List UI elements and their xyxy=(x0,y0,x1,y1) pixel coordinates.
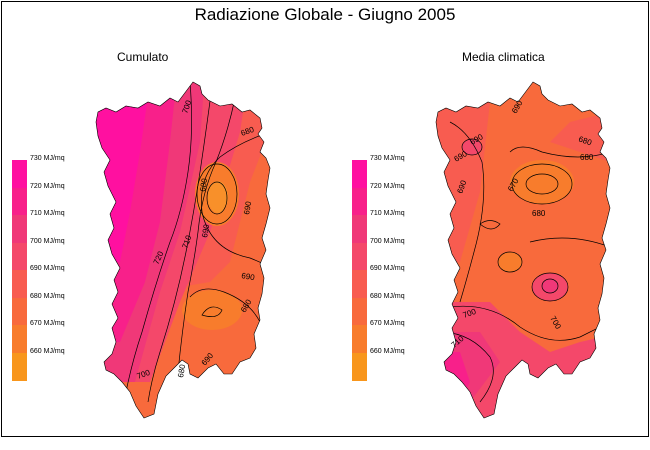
legend-label: 710 MJ/mq xyxy=(30,210,65,217)
legend-label: 710 MJ/mq xyxy=(370,210,405,217)
zone-710-east xyxy=(542,279,558,293)
legend-label: 660 MJ/mq xyxy=(370,347,405,355)
legend-swatch xyxy=(352,325,367,353)
legend-item: 700 MJ/mq xyxy=(352,238,462,271)
legend-label: 690 MJ/mq xyxy=(30,265,65,272)
legend-swatch xyxy=(12,215,27,243)
contour-line xyxy=(549,381,571,408)
legend-swatch xyxy=(352,160,367,188)
sardinia-map-media-climatica: 690 690 680 690 670 690 680 680 700 700 … xyxy=(435,81,611,419)
legend-swatch xyxy=(12,160,27,188)
legend-item: 690 MJ/mq xyxy=(352,265,462,298)
zone-690-ne xyxy=(550,112,610,162)
contour-line xyxy=(511,163,573,205)
legend-item: 670 MJ/mq xyxy=(12,320,122,353)
legend-label: 700 MJ/mq xyxy=(370,237,405,245)
contour-label: 680 xyxy=(240,125,256,138)
legend-label: 730 MJ/mq xyxy=(370,155,405,162)
legend-label: 670 MJ/mq xyxy=(370,320,405,327)
legend-swatch xyxy=(352,297,367,326)
contour-line xyxy=(509,146,610,158)
contour-line xyxy=(439,331,494,403)
contour-line xyxy=(206,181,228,215)
legend-left: 730 MJ/mq 720 MJ/mq 710 MJ/mq 700 MJ/mq … xyxy=(12,155,122,381)
contour-label: 690 xyxy=(455,179,468,195)
sardinia-map-cumulato: 700 680 690 690 710 720 690 680 680 700 … xyxy=(95,81,271,419)
contour-line xyxy=(497,251,523,273)
contour-line xyxy=(525,173,559,195)
legend-label: 730 MJ/mq xyxy=(30,155,65,162)
contour-label: 690 xyxy=(200,223,211,238)
legend-swatch xyxy=(12,270,27,298)
figure-frame: Radiazione Globale - Giugno 2005 Cumulat… xyxy=(1,1,649,437)
legend-label: 700 MJ/mq xyxy=(30,237,65,245)
contour-line xyxy=(125,82,192,393)
zone-670 xyxy=(510,160,574,204)
contour-line xyxy=(196,163,238,225)
legend-item: 660 MJ/mq xyxy=(352,348,462,381)
legend-label: 720 MJ/mq xyxy=(30,182,65,190)
legend-item: 680 MJ/mq xyxy=(352,293,462,326)
zone-local-min xyxy=(208,181,228,213)
contour-line xyxy=(461,138,483,156)
legend-swatch xyxy=(352,270,367,298)
legend-label: 690 MJ/mq xyxy=(370,265,405,272)
legend-item: 710 MJ/mq xyxy=(12,210,122,243)
panel-title-media-climatica: Media climatica xyxy=(462,50,545,64)
contour-label: 680 xyxy=(580,153,594,162)
contour-label: 680 xyxy=(577,134,593,147)
legend-item: 700 MJ/mq xyxy=(12,238,122,271)
legend-swatch xyxy=(352,187,367,216)
contour-line xyxy=(201,131,270,268)
contour-line xyxy=(147,85,213,403)
zone-670-center xyxy=(498,252,522,272)
contour-line xyxy=(479,220,501,230)
legend-swatch xyxy=(12,297,27,326)
legend-item: 670 MJ/mq xyxy=(352,320,462,353)
zone-670-south xyxy=(182,290,242,330)
legend-item: 730 MJ/mq xyxy=(12,155,122,188)
contour-label: 710 xyxy=(180,234,193,250)
legend-swatch xyxy=(12,242,27,271)
contour-label: 680 xyxy=(532,209,546,218)
figure-title: Radiazione Globale - Giugno 2005 xyxy=(194,5,456,24)
contour-line xyxy=(177,97,236,373)
legend-swatch xyxy=(12,352,27,381)
contour-line xyxy=(201,306,223,317)
legend-item: 720 MJ/mq xyxy=(352,183,462,216)
legend-label: 720 MJ/mq xyxy=(370,182,405,190)
contour-line xyxy=(189,288,261,323)
contour-label: 680 xyxy=(198,177,209,192)
legend-swatch xyxy=(12,187,27,216)
contour-line xyxy=(529,237,610,248)
legend-item: 730 MJ/mq xyxy=(352,155,462,188)
legend-label: 670 MJ/mq xyxy=(30,320,65,327)
legend-label: 660 MJ/mq xyxy=(30,347,65,355)
legend-label: 680 MJ/mq xyxy=(30,292,65,300)
contour-line xyxy=(541,278,559,294)
legend-right: 730 MJ/mq 720 MJ/mq 710 MJ/mq 700 MJ/mq … xyxy=(352,155,462,381)
legend-swatch xyxy=(352,242,367,271)
contour-line xyxy=(531,272,569,302)
legend-item: 720 MJ/mq xyxy=(12,183,122,216)
legend-swatch xyxy=(352,352,367,381)
legend-swatch xyxy=(352,215,367,243)
contour-label: 700 xyxy=(136,368,152,381)
contour-label: 700 xyxy=(462,307,478,320)
legend-label: 680 MJ/mq xyxy=(370,292,405,300)
contour-label: 700 xyxy=(180,99,193,115)
legend-item: 680 MJ/mq xyxy=(12,293,122,326)
contour-label: 690 xyxy=(241,271,256,282)
legend-item: 710 MJ/mq xyxy=(352,210,462,243)
contour-line xyxy=(449,121,485,303)
contour-label: 690 xyxy=(242,200,253,215)
panel-title-cumulato: Cumulato xyxy=(117,50,169,64)
legend-item: 660 MJ/mq xyxy=(12,348,122,381)
contour-label: 680 xyxy=(176,363,187,378)
legend-item: 690 MJ/mq xyxy=(12,265,122,298)
legend-swatch xyxy=(12,325,27,353)
